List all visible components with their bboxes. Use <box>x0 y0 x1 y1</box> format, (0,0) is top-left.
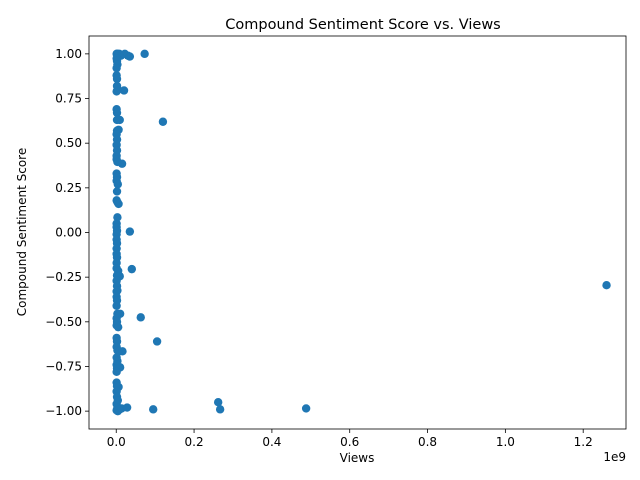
data-point <box>112 74 122 84</box>
x-tick-label: 1.2 <box>574 435 593 449</box>
data-point <box>112 367 121 377</box>
y-tick-label: −0.75 <box>45 359 82 373</box>
x-offset-label: 1e9 <box>603 450 626 464</box>
x-tick-label: 0.8 <box>418 435 437 449</box>
x-axis-label: Views <box>340 451 375 465</box>
data-point <box>113 286 122 295</box>
data-point <box>136 313 145 322</box>
chart-title: Compound Sentiment Score vs. Views <box>225 17 501 33</box>
data-point <box>158 117 168 126</box>
x-tick-label: 0.6 <box>340 435 359 449</box>
data-point <box>149 405 158 414</box>
data-point <box>114 199 123 209</box>
data-point <box>117 159 127 168</box>
data-point <box>112 87 121 96</box>
data-point <box>113 213 122 222</box>
y-tick-label: 1.00 <box>55 47 82 61</box>
y-axis-label: Compound Sentiment Score <box>15 148 29 316</box>
data-point <box>118 347 127 356</box>
data-point <box>112 187 122 196</box>
y-tick-label: 0.75 <box>55 92 82 106</box>
data-point <box>113 180 123 189</box>
data-point <box>112 301 121 310</box>
data-point <box>115 115 124 125</box>
data-point <box>127 264 136 274</box>
data-point <box>215 405 225 414</box>
points-layer <box>112 49 611 416</box>
data-point <box>122 403 132 412</box>
y-tick-label: −0.50 <box>45 315 82 329</box>
x-ticks: 0.0 0.2 0.4 0.6 0.8 1.0 1.2 <box>107 429 593 449</box>
data-point <box>602 281 611 290</box>
data-point <box>125 52 135 61</box>
y-ticks: −1.00 −0.75 −0.50 −0.25 0.00 0.25 0.50 0.75 1.00 <box>45 47 89 418</box>
x-tick-label: 0.2 <box>185 435 204 449</box>
plot-frame <box>88 35 627 430</box>
y-tick-label: 0.25 <box>55 181 82 195</box>
data-point <box>113 322 123 332</box>
x-tick-label: 1.0 <box>496 435 515 449</box>
data-point <box>125 227 135 236</box>
data-point <box>140 49 149 59</box>
data-point <box>301 404 311 413</box>
y-tick-label: −1.00 <box>45 404 82 418</box>
y-tick-label: 0.50 <box>55 136 82 150</box>
y-tick-label: 0.00 <box>55 226 82 240</box>
data-point <box>213 398 223 407</box>
data-point <box>112 63 121 73</box>
data-point <box>152 337 162 346</box>
x-tick-label: 0.0 <box>107 435 126 449</box>
y-tick-label: −0.25 <box>45 270 82 284</box>
data-point <box>112 108 122 118</box>
x-tick-label: 0.4 <box>262 435 281 449</box>
data-point <box>119 86 129 95</box>
